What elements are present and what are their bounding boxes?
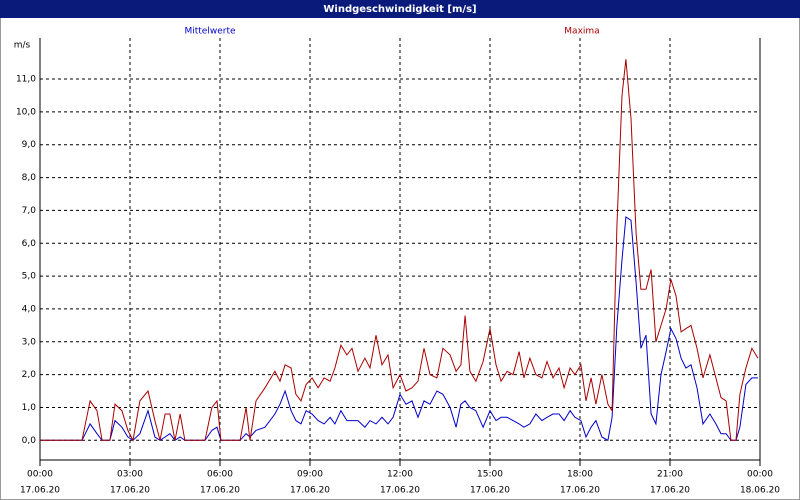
y-tick-label: 8,0 <box>22 173 37 183</box>
x-tick-date: 17.06.20 <box>110 486 150 496</box>
x-tick-date: 17.06.20 <box>470 486 510 496</box>
y-tick-label: 9,0 <box>22 140 37 150</box>
legend-label: Maxima <box>564 27 599 37</box>
x-tick-date: 17.06.20 <box>290 486 330 496</box>
y-unit: m/s <box>14 41 31 51</box>
y-tick-label: 10,0 <box>16 107 36 117</box>
x-tick-label: 18:00 <box>567 470 593 480</box>
x-tick-date: 17.06.20 <box>650 486 690 496</box>
x-tick-date: 17.06.20 <box>20 486 60 496</box>
series-line <box>40 216 758 442</box>
x-tick-label: 00:00 <box>747 470 773 480</box>
legend-label: Mittelwerte <box>184 27 235 37</box>
x-tick-label: 06:00 <box>207 470 233 480</box>
y-tick-label: 1,0 <box>22 403 37 413</box>
x-tick-date: 17.06.20 <box>380 486 420 496</box>
x-tick-date: 17.06.20 <box>200 486 240 496</box>
series-line <box>40 59 759 442</box>
y-tick-label: 4,0 <box>22 304 37 314</box>
y-tick-label: 11,0 <box>16 75 36 85</box>
y-tick-label: 0,0 <box>22 436 37 446</box>
x-tick-date: 18.06.20 <box>740 486 780 496</box>
y-tick-label: 5,0 <box>22 272 37 282</box>
x-tick-label: 09:00 <box>297 470 323 480</box>
title-bar <box>0 0 800 18</box>
x-tick-label: 12:00 <box>387 470 413 480</box>
y-tick-label: 7,0 <box>22 206 37 216</box>
x-tick-label: 03:00 <box>117 470 143 480</box>
y-tick-label: 2,0 <box>22 370 37 380</box>
x-tick-label: 21:00 <box>657 470 683 480</box>
y-tick-label: 3,0 <box>22 337 37 347</box>
y-tick-label: 6,0 <box>22 239 37 249</box>
x-tick-date: 17.06.20 <box>560 486 600 496</box>
x-tick-label: 00:00 <box>27 470 53 480</box>
chart-title: Windgeschwindigkeit [m/s] <box>323 4 476 15</box>
x-tick-label: 15:00 <box>477 470 503 480</box>
